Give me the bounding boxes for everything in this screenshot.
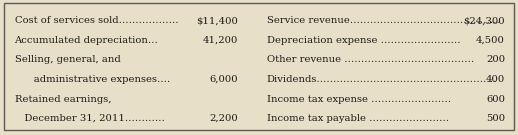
Text: December 31, 2011…………: December 31, 2011………… [15, 114, 164, 123]
Text: Income tax expense ……………………: Income tax expense …………………… [267, 94, 451, 104]
Text: Income tax payable ……………………: Income tax payable …………………… [267, 114, 449, 123]
Text: 41,200: 41,200 [203, 36, 238, 45]
Text: Other revenue …………………………………: Other revenue ………………………………… [267, 55, 474, 64]
Text: 400: 400 [486, 75, 505, 84]
Text: Selling, general, and: Selling, general, and [15, 55, 120, 64]
Text: $11,400: $11,400 [196, 16, 238, 25]
Text: 200: 200 [486, 55, 505, 64]
Text: 600: 600 [486, 94, 505, 104]
Text: 2,200: 2,200 [209, 114, 238, 123]
Text: Cost of services sold………………: Cost of services sold……………… [15, 16, 178, 25]
Text: 4,500: 4,500 [476, 36, 505, 45]
Text: administrative expenses….: administrative expenses…. [15, 75, 169, 84]
Text: Depreciation expense ……………………: Depreciation expense …………………… [267, 36, 461, 45]
Text: 6,000: 6,000 [210, 75, 238, 84]
Text: Retained earnings,: Retained earnings, [15, 94, 111, 104]
Text: $24,300: $24,300 [464, 16, 505, 25]
Text: 500: 500 [486, 114, 505, 123]
Text: Dividends………………………………………………: Dividends……………………………………………… [267, 75, 497, 84]
Text: Accumulated depreciation…: Accumulated depreciation… [15, 36, 159, 45]
Text: Service revenue………………………………………: Service revenue……………………………………… [267, 16, 500, 25]
